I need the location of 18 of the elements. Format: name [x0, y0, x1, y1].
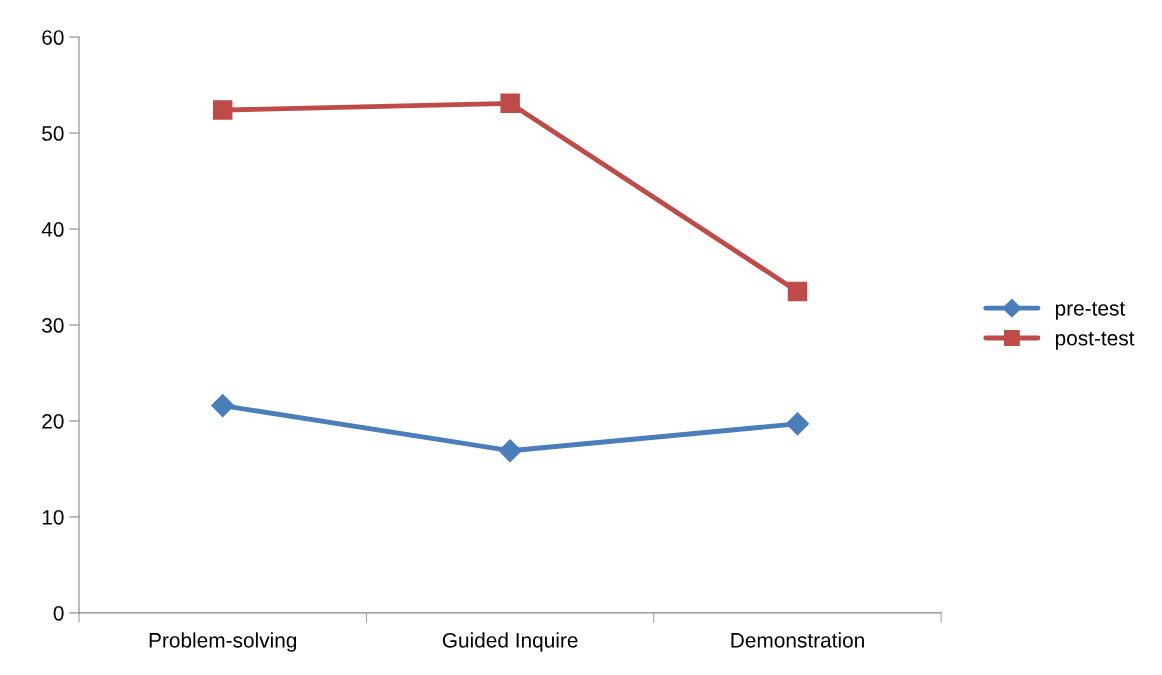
y-tick-label: 20 [42, 413, 64, 429]
point [211, 394, 235, 418]
x-tick-label: Problem-solving [149, 632, 297, 652]
y-tick-label: 40 [41, 222, 64, 237]
point [787, 281, 808, 302]
point [500, 93, 520, 114]
x-tick-label: Guided Inquire [442, 632, 578, 652]
y-tick-label: 0 [53, 605, 64, 621]
point [212, 100, 233, 120]
y-tick-label: 10 [42, 509, 64, 525]
y-tick-label: 50 [42, 126, 64, 141]
y-tick-label: 60 [42, 30, 64, 45]
point [498, 439, 522, 463]
legend-label: pre-test [1055, 302, 1126, 320]
point [786, 412, 810, 436]
legend-label: post-test [1055, 331, 1135, 350]
x-tick-label: Demonstration [731, 632, 864, 648]
y-tick-label: 30 [42, 318, 64, 333]
